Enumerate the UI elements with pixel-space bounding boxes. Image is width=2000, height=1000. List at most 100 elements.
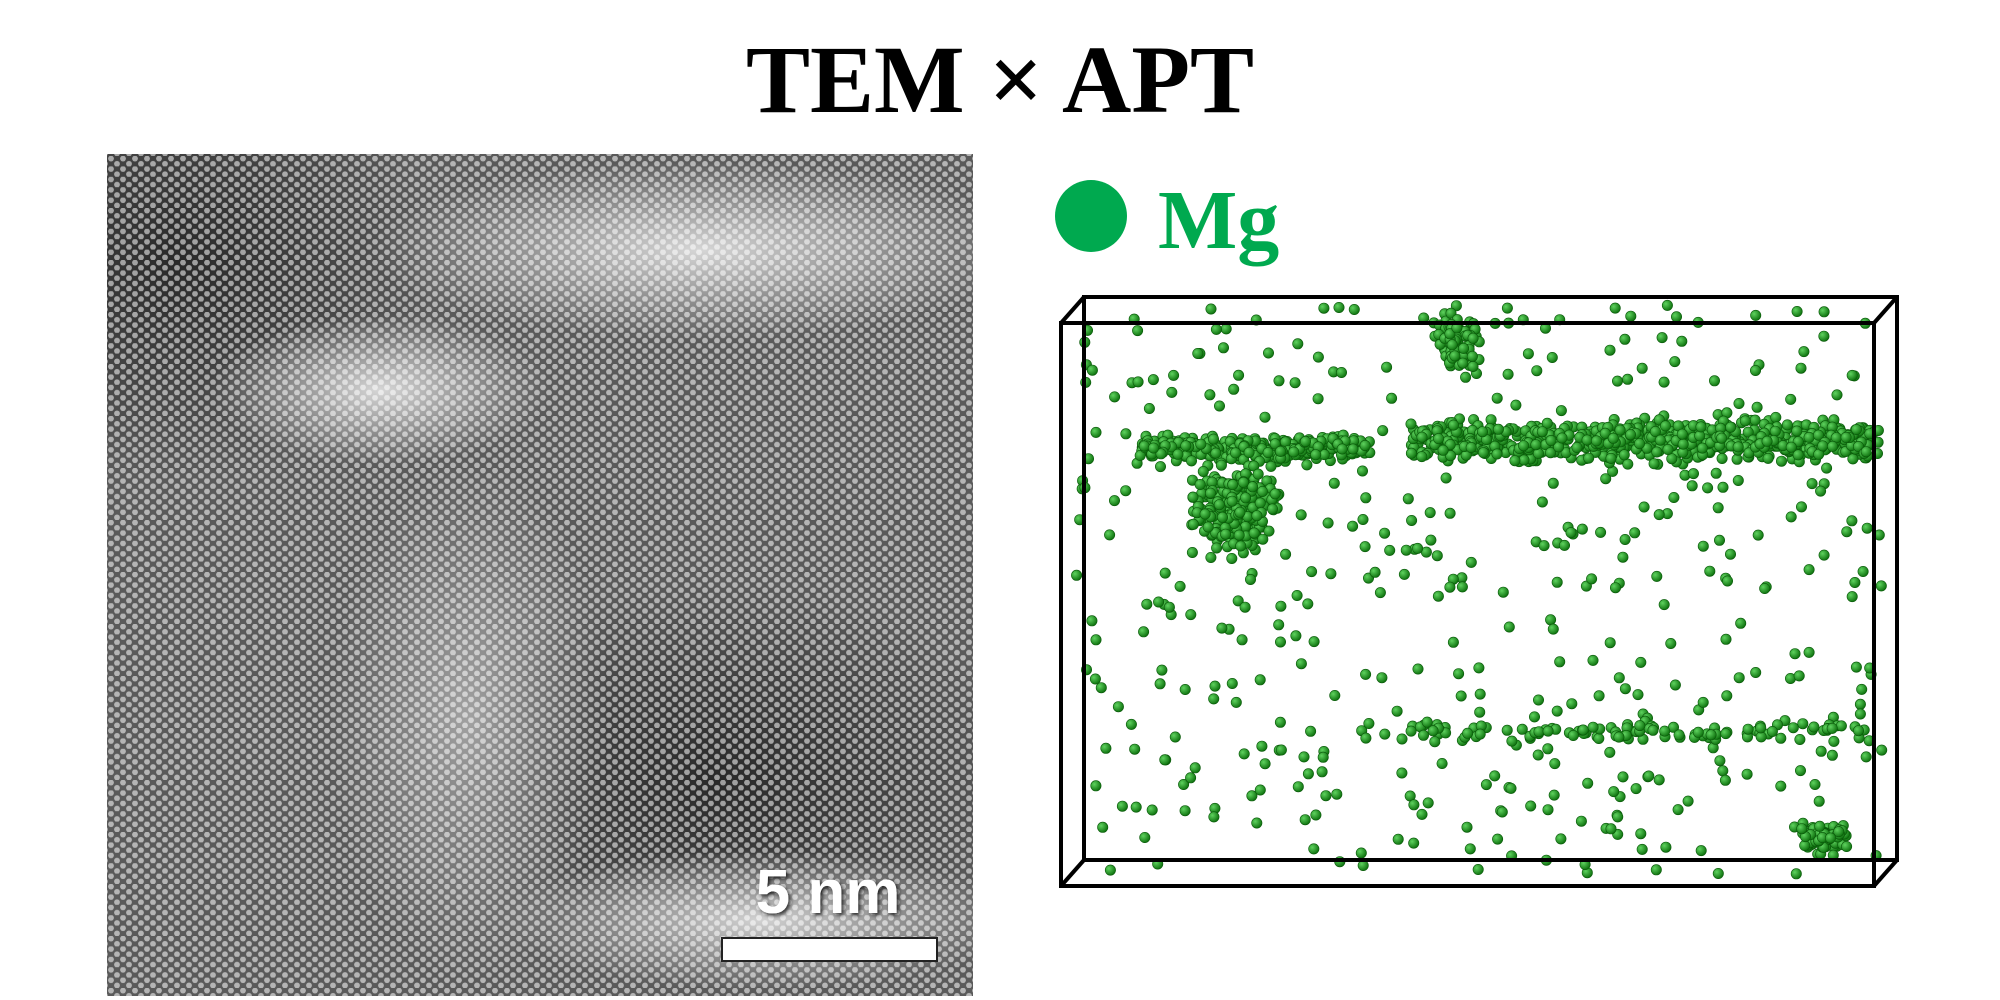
atom — [1742, 723, 1754, 735]
atom — [1577, 724, 1589, 736]
atom — [1846, 369, 1858, 381]
atom — [1292, 338, 1304, 350]
atom — [1714, 755, 1726, 767]
atom — [1477, 426, 1489, 438]
atom — [1803, 646, 1815, 658]
atom — [1790, 868, 1802, 880]
atom — [1205, 487, 1217, 499]
atom — [1803, 564, 1815, 576]
atom — [1671, 311, 1683, 323]
atom — [1215, 459, 1227, 471]
atom — [1827, 440, 1839, 452]
atom — [1860, 446, 1872, 458]
atom — [1462, 727, 1474, 739]
atom — [1741, 768, 1753, 780]
atom — [1465, 556, 1477, 568]
atom — [1432, 590, 1444, 602]
atom — [1776, 455, 1788, 467]
atom — [1148, 442, 1160, 454]
atom — [1391, 705, 1403, 717]
atom — [1185, 609, 1197, 621]
atom — [1635, 656, 1647, 668]
atom — [1194, 478, 1206, 490]
atom — [1795, 362, 1807, 374]
atom — [1187, 518, 1199, 530]
atom — [1448, 419, 1460, 431]
atom — [1791, 425, 1803, 437]
atom — [1593, 732, 1605, 744]
atom — [1259, 758, 1271, 770]
atom — [1648, 458, 1660, 470]
atom — [1437, 444, 1449, 456]
atom — [1604, 344, 1616, 356]
atom — [1090, 780, 1102, 792]
atom — [1817, 440, 1829, 452]
atom — [1697, 696, 1709, 708]
atom — [1477, 447, 1489, 459]
atom — [1254, 497, 1266, 509]
atom — [1676, 335, 1688, 347]
atom — [1742, 426, 1754, 438]
atom — [1735, 617, 1747, 629]
atom — [1202, 521, 1214, 533]
atom — [1306, 566, 1318, 578]
atom — [1300, 435, 1312, 447]
atom — [1826, 749, 1838, 761]
atom — [1548, 789, 1560, 801]
atom — [1669, 356, 1681, 368]
atom — [1492, 423, 1504, 435]
atom — [1273, 375, 1285, 387]
atom — [1301, 459, 1313, 471]
atom — [1172, 448, 1184, 460]
atom — [1360, 668, 1372, 680]
atom — [1474, 706, 1486, 718]
atom — [1622, 458, 1634, 470]
atom — [1467, 332, 1479, 344]
atom — [1208, 693, 1220, 705]
atom — [1510, 399, 1522, 411]
atom — [1289, 377, 1301, 389]
atom — [1785, 393, 1797, 405]
tem-image: 5 nm — [107, 154, 973, 996]
atom — [1651, 446, 1663, 458]
atom — [1156, 664, 1168, 676]
atom — [1803, 431, 1815, 443]
atom — [1310, 809, 1322, 821]
apt-box — [1059, 295, 1899, 888]
atom — [1232, 595, 1244, 607]
atom — [1445, 450, 1457, 462]
atom — [1541, 417, 1553, 429]
atom — [1359, 541, 1371, 553]
atom — [1461, 821, 1473, 833]
atom — [1808, 721, 1820, 733]
atom — [1554, 656, 1566, 668]
atom — [1555, 405, 1567, 417]
atom — [1248, 527, 1260, 539]
atom — [1841, 840, 1853, 852]
atom — [1595, 526, 1607, 538]
atom — [1174, 580, 1186, 592]
atom — [1209, 680, 1221, 692]
atom — [1421, 716, 1433, 728]
atom — [1465, 441, 1477, 453]
atom — [1660, 841, 1672, 853]
atom — [1416, 431, 1428, 443]
atom — [1529, 711, 1541, 723]
atom — [1622, 373, 1634, 385]
atom — [1654, 434, 1666, 446]
atom — [1721, 690, 1733, 702]
atom — [1348, 303, 1360, 315]
atom — [1666, 453, 1678, 465]
atom — [1815, 485, 1827, 497]
atom — [1547, 477, 1559, 489]
atom — [1295, 658, 1307, 670]
atom — [1116, 800, 1128, 812]
atom — [1518, 440, 1530, 452]
atom — [1634, 438, 1646, 450]
atom — [1717, 481, 1729, 493]
atom — [1769, 425, 1781, 437]
atom — [1549, 758, 1561, 770]
atom — [1234, 506, 1246, 518]
atom — [1761, 435, 1773, 447]
